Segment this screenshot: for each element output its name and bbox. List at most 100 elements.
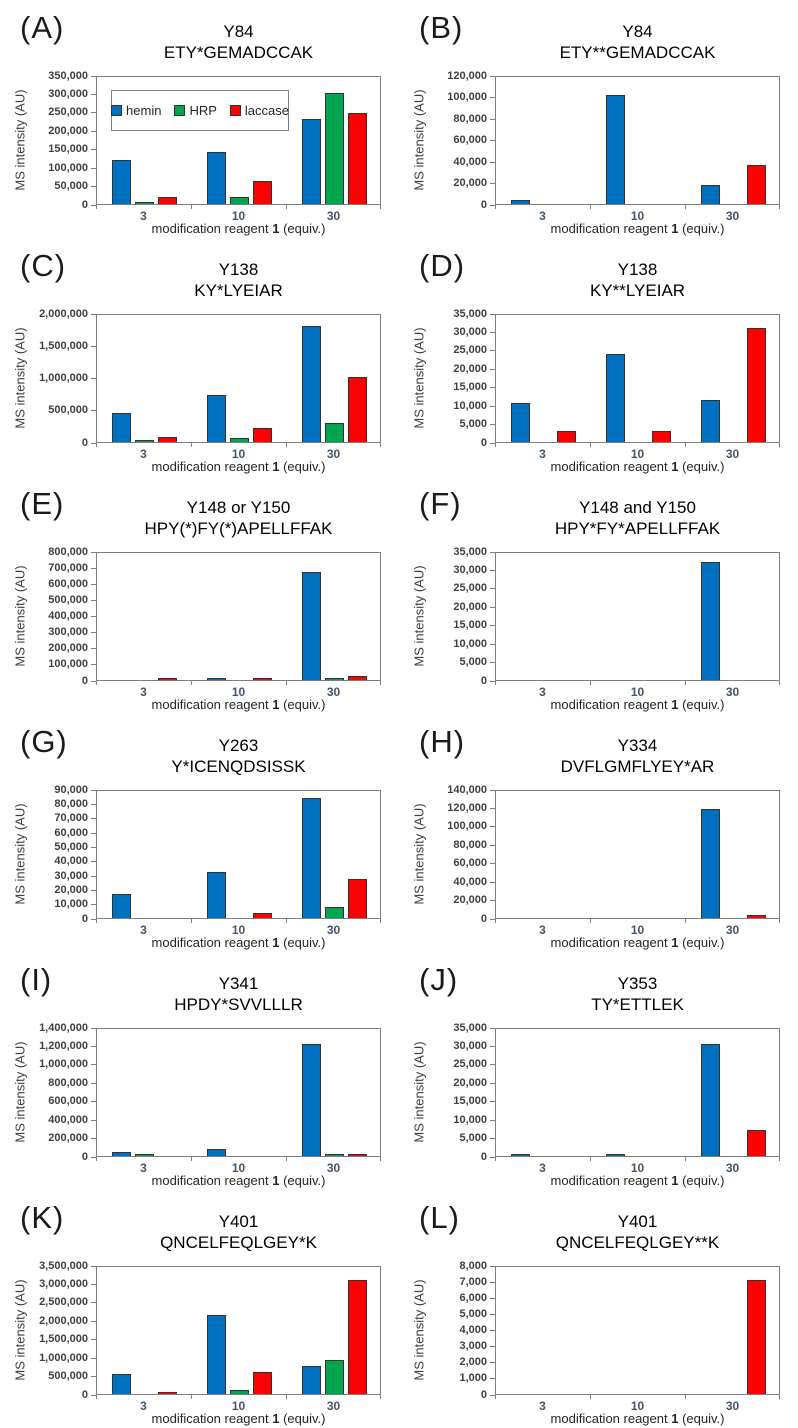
panel-letter: (L) (419, 1200, 460, 1235)
y-tick-label: 50,000 (54, 840, 88, 853)
y-tick-label: 30,000 (453, 1039, 487, 1052)
x-tick-label: 10 (231, 1399, 246, 1413)
y-tick-label: 40,000 (453, 875, 487, 888)
x-tick-label: 3 (140, 685, 147, 699)
y-tick-label: 6,000 (459, 1291, 487, 1304)
bar-hemin-30equiv (302, 1044, 321, 1156)
y-tick-mark (91, 789, 96, 791)
x-axis-label-suffix: (equiv.) (678, 1411, 725, 1426)
chart-title: Y401 QNCELFEQLGEY*K (96, 1211, 381, 1253)
x-tick-mark (779, 1395, 780, 1399)
y-tick-label: 2,000 (459, 1356, 487, 1369)
x-tick-mark (286, 205, 287, 209)
y-tick-label: 300,000 (48, 626, 88, 639)
y-tick-label: 100,000 (447, 91, 487, 103)
x-tick-label: 3 (539, 1161, 546, 1175)
y-tick-label: 1,500,000 (39, 339, 88, 352)
y-tick-label: 2,000,000 (39, 1314, 88, 1327)
chart-panel: (H) Y334 DVFLGMFLYEY*AR MS intensity (AU… (399, 714, 798, 952)
y-tick-label: 10,000 (453, 637, 487, 650)
y-tick-mark (91, 149, 96, 151)
y-tick-mark (91, 567, 96, 569)
y-tick-mark (490, 844, 495, 846)
x-tick-label: 30 (326, 1161, 341, 1175)
y-tick-label: 0 (480, 198, 487, 211)
y-tick-mark (490, 97, 495, 98)
y-tick-mark (490, 75, 495, 77)
x-tick-mark (495, 205, 496, 209)
y-tick-mark (91, 93, 96, 95)
x-tick-mark (590, 681, 591, 685)
y-tick-mark (91, 875, 96, 877)
bar-hemin-3equiv (112, 160, 131, 204)
bar-laccase-30equiv (747, 328, 766, 442)
x-axis-label-reagent-number: 1 (272, 935, 280, 950)
panel-letter: (A) (20, 10, 65, 45)
bar-hemin-10equiv (207, 678, 226, 680)
x-tick-mark (380, 443, 381, 447)
x-axis-label-prefix: modification reagent (151, 1173, 273, 1188)
chart-title-peptide: Y*ICENQDSISSK (171, 757, 306, 776)
y-tick-mark (490, 1313, 495, 1315)
x-tick-mark (685, 1395, 686, 1399)
y-tick-label: 600,000 (48, 577, 88, 590)
y-axis-label: MS intensity (AU) (411, 327, 427, 429)
y-tick-mark (490, 1394, 495, 1396)
x-axis-label-prefix: modification reagent (151, 221, 273, 236)
chart-panel: (J) Y353 TY*ETTLEK MS intensity (AU) 0 5,… (399, 952, 798, 1190)
chart-panel: (I) Y341 HPDY*SVVLLLR MS intensity (AU) … (0, 952, 399, 1190)
x-tick-mark (380, 1395, 381, 1399)
x-axis-label-prefix: modification reagent (550, 1173, 672, 1188)
y-tick-mark (490, 863, 495, 865)
bars-layer (97, 791, 380, 918)
y-tick-mark (490, 569, 495, 571)
bar-laccase-30equiv (747, 915, 766, 918)
y-tick-mark (91, 1339, 96, 1341)
bar-hemin-10equiv (207, 872, 226, 918)
y-tick-mark (91, 186, 96, 188)
y-tick-label: 3,500,000 (39, 1259, 88, 1272)
x-tick-mark (380, 1157, 381, 1161)
x-tick-label: 30 (326, 923, 341, 937)
y-tick-label: 400,000 (48, 610, 88, 622)
x-tick-mark (685, 919, 686, 923)
x-tick-mark (286, 681, 287, 685)
y-axis-label: MS intensity (AU) (411, 803, 427, 905)
x-tick-label: 10 (630, 209, 645, 223)
plot-area (495, 314, 780, 443)
chart-title-site: Y138 (617, 260, 658, 279)
chart-title-site: Y138 (218, 260, 259, 279)
y-tick-mark (91, 1394, 96, 1396)
y-tick-label: 5,000 (459, 656, 487, 669)
x-tick-mark (96, 205, 97, 209)
y-tick-mark (490, 1082, 495, 1084)
y-tick-label: 5,000 (459, 1307, 487, 1320)
y-axis-label: MS intensity (AU) (12, 1279, 28, 1381)
x-tick-mark (685, 443, 686, 447)
y-tick-label: 25,000 (453, 582, 487, 595)
bar-HRP-30equiv (325, 423, 344, 442)
bar-HRP-3equiv (135, 440, 154, 442)
chart-title-site: Y84 (622, 22, 653, 41)
y-tick-label: 5,000 (459, 1132, 487, 1145)
y-tick-label: 2,000,000 (39, 307, 88, 320)
plot-area: hemin HRP laccase (96, 76, 381, 205)
y-tick-label: 100,000 (48, 658, 88, 671)
y-axis-label: MS intensity (AU) (12, 1041, 28, 1143)
legend-label: HRP (189, 103, 217, 118)
plot-area (96, 790, 381, 919)
y-tick-label: 60,000 (453, 857, 487, 870)
y-tick-label: 250,000 (48, 106, 88, 119)
y-tick-label: 3,000,000 (39, 1277, 88, 1290)
x-axis-label-reagent-number: 1 (671, 935, 679, 950)
bar-laccase-3equiv (158, 1392, 177, 1394)
x-axis-label: modification reagent 1 (equiv.) (96, 697, 381, 712)
y-tick-mark (91, 1101, 96, 1103)
y-tick-label: 10,000 (453, 399, 487, 412)
x-tick-mark (590, 443, 591, 447)
x-tick-mark (96, 1395, 97, 1399)
y-tick-label: 800,000 (48, 1076, 88, 1089)
bar-hemin-10equiv (606, 1154, 625, 1156)
chart-title-site: Y263 (218, 736, 259, 755)
legend: hemin HRP laccase (111, 90, 289, 131)
